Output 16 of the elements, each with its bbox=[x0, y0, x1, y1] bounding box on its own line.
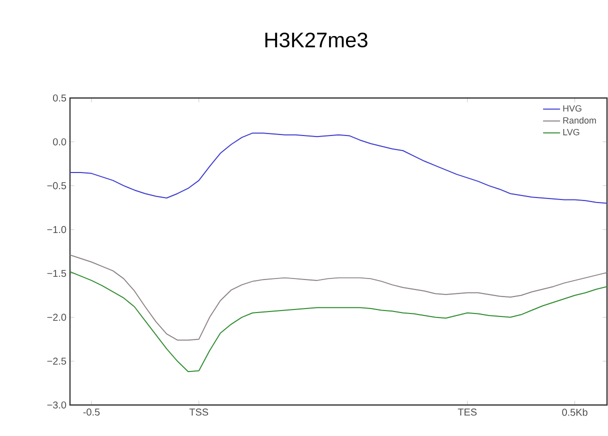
y-tick-label: 0.0 bbox=[53, 138, 66, 146]
y-tick-label: 0.5 bbox=[53, 94, 66, 102]
x-tick-label: TSS bbox=[189, 408, 208, 416]
legend-label: HVG bbox=[563, 105, 582, 112]
x-tick-label: TES bbox=[458, 408, 477, 416]
y-tick-label: −0.5 bbox=[47, 182, 66, 190]
x-tick-label: -0.5 bbox=[83, 408, 100, 416]
x-tick-label: 0.5Kb bbox=[562, 408, 588, 416]
chart-title: H3K27me3 bbox=[265, 32, 368, 48]
legend-label: Random bbox=[563, 116, 596, 124]
legend-label: LVG bbox=[563, 128, 580, 136]
y-tick-label: −2.0 bbox=[47, 314, 66, 321]
y-tick-label: −1.5 bbox=[47, 270, 66, 277]
y-tick-label: −3.0 bbox=[47, 401, 66, 409]
y-tick-label: −1.0 bbox=[47, 226, 66, 234]
y-tick-label: −2.5 bbox=[47, 358, 66, 365]
